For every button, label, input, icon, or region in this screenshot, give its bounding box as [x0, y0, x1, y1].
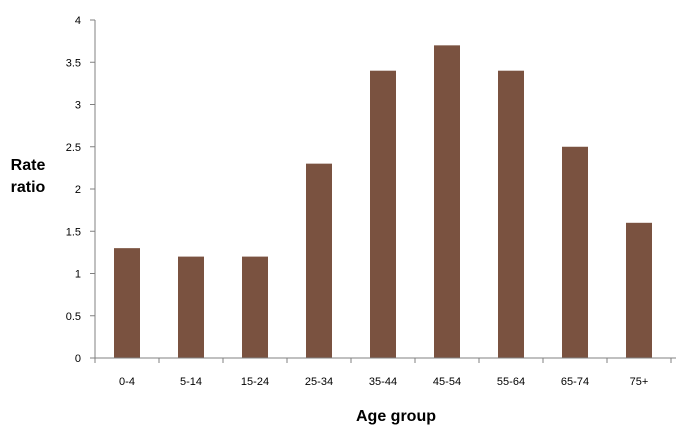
bar-15-24 — [242, 256, 268, 358]
x-tick-label: 75+ — [630, 376, 649, 388]
y-tick-label: 1 — [75, 269, 81, 281]
y-tick-label: 2 — [75, 184, 81, 196]
bars — [114, 45, 652, 358]
bar-35-44 — [370, 70, 396, 358]
x-tick-label: 0-4 — [119, 376, 135, 388]
y-axis-ticks — [90, 19, 95, 359]
y-tick-label: 3.5 — [66, 57, 81, 69]
x-axis-title: Age group — [356, 408, 436, 425]
x-tick-label: 45-54 — [433, 376, 461, 388]
x-axis-tick-labels: 0-4 5-14 15-24 25-34 35-44 45-54 55-64 65-74 75+ — [119, 376, 648, 388]
y-tick-label: 2.5 — [66, 142, 81, 154]
x-tick-label: 35-44 — [369, 376, 397, 388]
x-tick-label: 5-14 — [180, 376, 202, 388]
x-tick-label: 25-34 — [305, 376, 333, 388]
bar-45-54 — [434, 45, 460, 358]
y-tick-label: 0.5 — [66, 311, 81, 323]
x-axis-ticks — [94, 358, 672, 363]
y-axis-tick-labels: 0 0.5 1 1.5 2 2.5 3 3.5 4 — [66, 15, 81, 365]
x-tick-label: 15-24 — [241, 376, 269, 388]
y-axis-title-line-1: Rate — [11, 157, 46, 174]
y-axis-title-line-2: ratio — [11, 179, 46, 196]
x-tick-label: 55-64 — [497, 376, 525, 388]
y-tick-label: 3 — [75, 100, 81, 112]
y-tick-label: 4 — [75, 15, 81, 27]
bar-5-14 — [178, 256, 204, 358]
bar-25-34 — [306, 163, 332, 358]
x-tick-label: 65-74 — [561, 376, 589, 388]
bar-65-74 — [562, 146, 588, 358]
y-tick-label: 0 — [75, 353, 81, 365]
bar-55-64 — [498, 70, 524, 358]
bar-75+ — [626, 222, 652, 358]
bar-0-4 — [114, 248, 140, 358]
y-tick-label: 1.5 — [66, 226, 81, 238]
